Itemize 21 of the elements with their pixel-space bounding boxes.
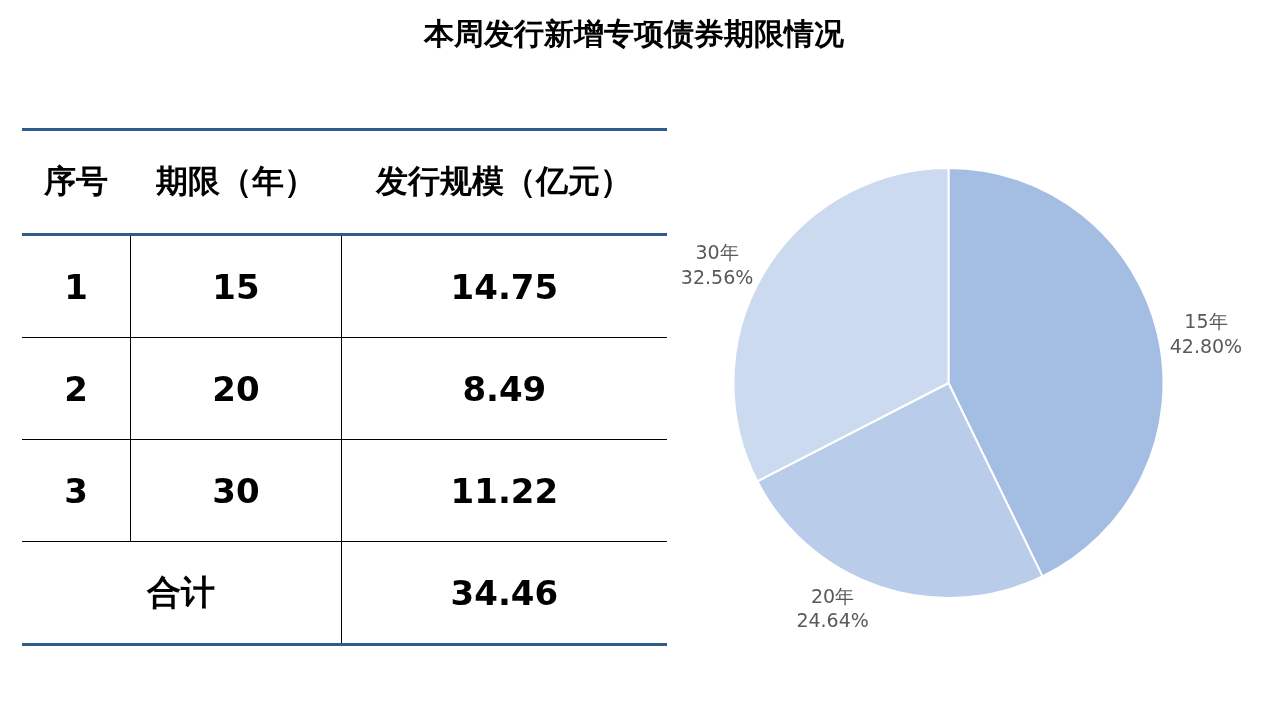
text: 合计 bbox=[147, 571, 216, 612]
category-label: 发行规模（亿元） bbox=[341, 129, 667, 235]
data-label: 42.80% bbox=[1169, 334, 1243, 357]
text: 3 bbox=[64, 470, 89, 511]
data-label: 32.56% bbox=[680, 266, 754, 289]
text: 15 bbox=[212, 266, 260, 307]
slice-label: 30年 bbox=[695, 241, 739, 264]
text: 1 bbox=[64, 266, 89, 307]
text: 14.75 bbox=[450, 266, 559, 307]
text: 34.46 bbox=[450, 572, 559, 613]
category-label: 期限（年） bbox=[130, 129, 342, 235]
text: 20 bbox=[212, 368, 260, 409]
slice-label: 20年 bbox=[811, 584, 855, 607]
text: 8.49 bbox=[462, 368, 547, 409]
text: 30 bbox=[212, 470, 260, 511]
text: 2 bbox=[64, 368, 89, 409]
text: 本周发行新增专项债券期限情况 bbox=[422, 15, 845, 53]
category-label: 序号 bbox=[22, 129, 131, 235]
text: 11.22 bbox=[450, 470, 559, 511]
data-label: 24.64% bbox=[796, 609, 869, 632]
slice-label: 15年 bbox=[1184, 310, 1228, 333]
